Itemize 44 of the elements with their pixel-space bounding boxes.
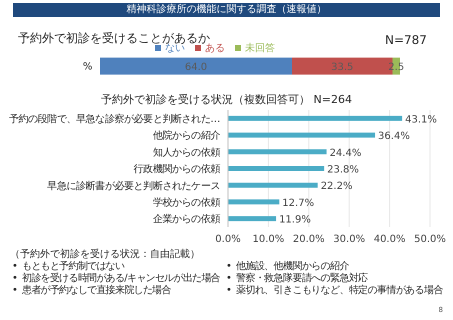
bar bbox=[228, 166, 324, 171]
data-label: 24.4% bbox=[330, 148, 362, 159]
y-tick-label: 早急に診断書が必要と判断されたケース bbox=[47, 180, 220, 192]
data-label: 23.8% bbox=[327, 164, 359, 176]
x-tick-label: 20.0% bbox=[292, 234, 325, 246]
y-tick-label: 知人からの依頼 bbox=[152, 146, 220, 158]
data-label: 12.7% bbox=[282, 198, 314, 209]
annotation: N=787 bbox=[385, 33, 427, 47]
text: • 他施設、他機関からの紹介 bbox=[226, 261, 349, 272]
legend-label: ある bbox=[205, 43, 225, 54]
y-tick-label: 他院からの紹介 bbox=[152, 130, 220, 142]
text: • 初診を受ける時間がある/キャンセルが出た場合 bbox=[12, 273, 220, 284]
legend-label: ない bbox=[165, 43, 185, 54]
bar bbox=[228, 199, 280, 204]
x-tick-label: 0.0% bbox=[215, 234, 241, 246]
text: • 警察・救急隊要請への緊急対応 bbox=[226, 273, 368, 284]
x-tick-label: 30.0% bbox=[333, 234, 366, 246]
y-tick-label: 行政機関からの依頼 bbox=[134, 163, 220, 176]
bar bbox=[228, 216, 276, 222]
bar bbox=[228, 182, 318, 188]
data-label: 22.2% bbox=[320, 181, 352, 192]
x-tick-label: 10.0% bbox=[252, 234, 284, 246]
data-label: 11.9% bbox=[279, 214, 311, 226]
chart-title: 予約外で初診を受ける状況（複数回答可） N=264 bbox=[100, 92, 353, 107]
bar bbox=[228, 149, 327, 154]
text: • 薬切れ、引きこもりなど、特定の事情がある場合 bbox=[226, 285, 443, 297]
data-label: 64.0 bbox=[184, 62, 208, 74]
data-label: 36.4% bbox=[378, 131, 410, 142]
bar bbox=[228, 116, 402, 121]
text: （予約外で初診を受ける状況：自由記載） bbox=[10, 248, 200, 260]
y-tick-label: 予約の段階で、早急な診察が必要と判断された… bbox=[8, 112, 220, 125]
y-tick-label: % bbox=[82, 62, 92, 73]
text: 精神科診療所の機能に関する調査（速報値） bbox=[13, 3, 440, 17]
text: • もともと予約制ではない bbox=[12, 261, 124, 272]
legend-label: 未回答 bbox=[245, 43, 275, 54]
text: • 患者が予約なしで直接来院した場合 bbox=[12, 285, 171, 297]
x-tick-label: 50.0% bbox=[414, 234, 446, 246]
bar bbox=[228, 132, 376, 138]
data-label: 43.1% bbox=[405, 114, 437, 126]
y-tick-label: 学校からの依頼 bbox=[152, 196, 220, 208]
y-tick-label: 企業からの依頼 bbox=[152, 213, 220, 226]
x-tick-label: 40.0% bbox=[374, 234, 406, 246]
data-label: 33.5 bbox=[331, 62, 354, 74]
chart-title: 予約外で初診を受けることがあるか bbox=[18, 30, 210, 45]
